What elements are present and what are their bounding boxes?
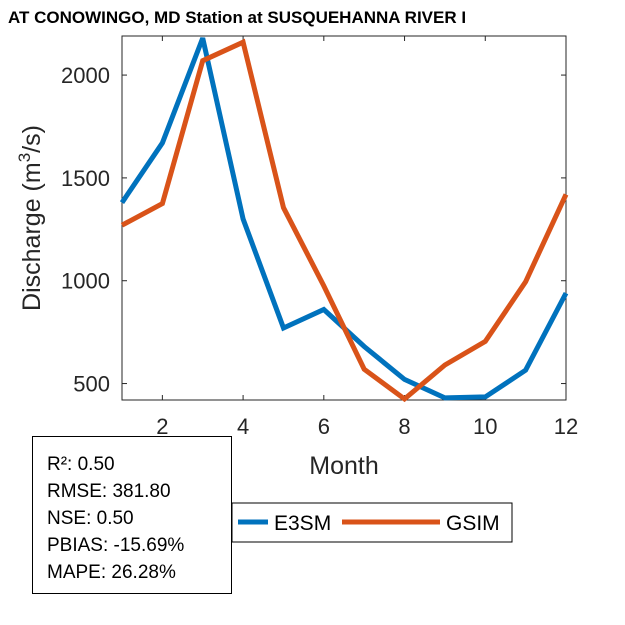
x-tick-label: 6 [318, 414, 330, 439]
y-axis-label-main: Discharge (m [18, 162, 46, 311]
x-tick-label: 8 [398, 414, 410, 439]
stat-nse: NSE: 0.50 [47, 508, 134, 529]
x-tick-label: 4 [237, 414, 249, 439]
x-tick-label: 12 [554, 414, 578, 439]
y-tick-label: 1000 [61, 269, 110, 294]
stat-r2: R²: 0.50 [47, 454, 115, 475]
y-tick-label: 1500 [61, 166, 110, 191]
series-line-gsim [120, 38, 569, 403]
plot-area [121, 35, 567, 401]
stat-rmse: RMSE: 381.80 [47, 481, 171, 502]
stat-pbias: PBIAS: -15.69% [47, 535, 185, 556]
y-axis-label: Discharge (m3/s) [15, 125, 46, 311]
legend: E3SM GSIM [231, 502, 513, 543]
y-axis-label-unit: /s) [18, 125, 46, 153]
legend-label-e3sm: E3SM [274, 512, 331, 535]
x-axis-label: Month [309, 452, 378, 480]
chart-title: AT CONOWINGO, MD Station at SUSQUEHANNA … [8, 8, 467, 27]
x-tick-label: 10 [473, 414, 497, 439]
stats-box: R²: 0.50 RMSE: 381.80 NSE: 0.50 PBIAS: -… [32, 436, 232, 594]
y-axis-label-superscript: 3 [15, 153, 34, 162]
y-tick-label: 500 [73, 372, 110, 397]
stat-mape: MAPE: 26.28% [47, 562, 176, 583]
legend-label-gsim: GSIM [446, 512, 500, 535]
x-tick-label: 2 [156, 414, 168, 439]
y-tick-label: 2000 [61, 63, 110, 88]
